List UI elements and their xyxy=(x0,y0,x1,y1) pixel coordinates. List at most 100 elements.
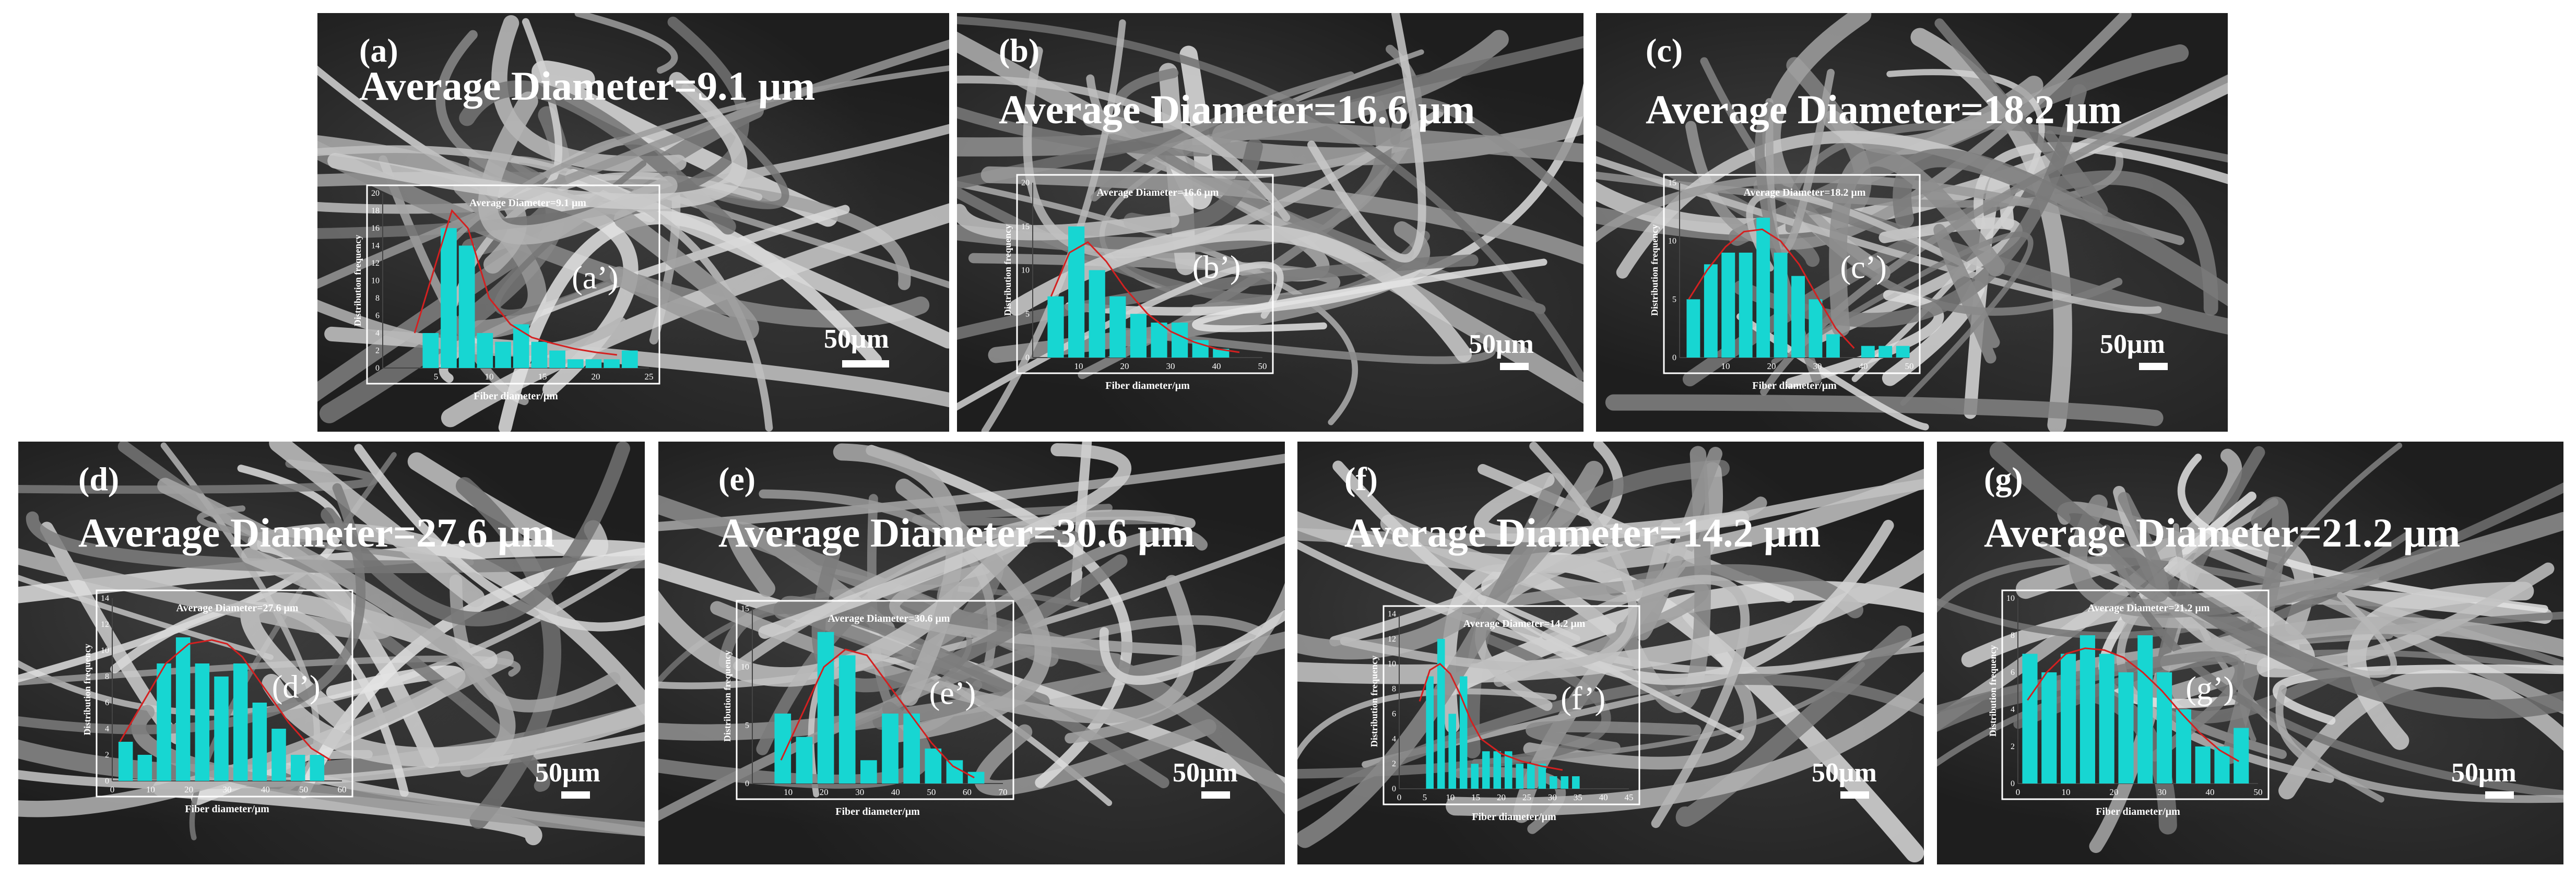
x-tick-label: 10 xyxy=(485,372,494,382)
y-tick-label: 18 xyxy=(371,207,380,216)
fiber-strand xyxy=(478,91,678,245)
histogram-bar xyxy=(925,749,942,784)
fiber-strand xyxy=(2102,525,2563,799)
histogram-bar xyxy=(1721,253,1735,358)
histogram-bar xyxy=(458,245,475,368)
histogram-bar xyxy=(1550,776,1557,789)
x-tick-label: 40 xyxy=(2206,787,2215,797)
gaussian-fit-curve xyxy=(413,209,617,356)
fiber-strand xyxy=(1526,721,1701,754)
panel-title: Average Diameter=16.6 μm xyxy=(999,87,1475,132)
y-tick-label: 2 xyxy=(105,751,109,760)
fiber-strand xyxy=(26,511,645,574)
fiber-strand xyxy=(317,39,949,289)
x-tick-label: 30 xyxy=(223,785,232,794)
y-tick-label: 12 xyxy=(1388,635,1396,644)
panel-title: Average Diameter=18.2 μm xyxy=(1646,87,2122,132)
fiber-strand xyxy=(321,442,631,627)
y-tick-label: 4 xyxy=(2011,705,2015,714)
y-axis-label: Distribution frequency xyxy=(1649,224,1660,316)
inset-frame xyxy=(1382,605,1640,805)
x-tick-label: 20 xyxy=(820,787,829,797)
x-axis-label: Fiber diameter/μm xyxy=(185,803,269,815)
histogram-bar xyxy=(1704,264,1718,358)
fiber-strand xyxy=(2221,496,2289,764)
histogram-bar xyxy=(604,359,620,368)
fiber-strand xyxy=(1989,442,2563,719)
histogram-bar xyxy=(1482,751,1490,789)
x-tick-label: 50 xyxy=(1905,361,1914,371)
gaussian-fit-curve xyxy=(780,648,975,779)
x-tick-label: 20 xyxy=(1497,792,1506,802)
x-tick-label: 40 xyxy=(1859,361,1868,371)
y-axis-label: Distribution frequency xyxy=(1002,224,1013,316)
fiber-strand xyxy=(1297,469,1924,573)
histogram-bar xyxy=(422,333,439,368)
histogram-bar xyxy=(1686,299,1700,358)
histogram-bar xyxy=(1471,764,1479,789)
fiber-strand xyxy=(1008,224,1472,363)
histogram-bar xyxy=(1878,346,1893,358)
x-tick-label: 10 xyxy=(1074,361,1083,371)
y-tick-label: 15 xyxy=(1021,222,1030,231)
fiber-strand xyxy=(1596,151,2124,208)
x-tick-label: 50 xyxy=(927,787,936,797)
y-axis-label: Distribution frequency xyxy=(352,235,363,326)
gaussian-fit-curve xyxy=(2027,647,2239,762)
histogram-bar xyxy=(1459,676,1468,789)
inset-label: (e’) xyxy=(929,676,976,711)
sem-panel-d: (d) Average Diameter=27.6 μm 50μm 0 10 20 30 40… xyxy=(18,442,645,864)
inset-label: (c’) xyxy=(1840,250,1886,286)
panel-title: Average Diameter=14.2 μm xyxy=(1344,510,1821,555)
histogram-bar xyxy=(1861,346,1875,358)
x-tick-label: 20 xyxy=(592,372,600,382)
fiber-strand xyxy=(1829,148,2005,337)
x-tick-label: 10 xyxy=(2062,787,2071,797)
x-tick-label: 40 xyxy=(891,787,900,797)
y-tick-label: 0 xyxy=(745,779,749,788)
x-axis-label: Fiber diameter/μm xyxy=(1472,811,1556,823)
y-tick-label: 10 xyxy=(1388,660,1396,669)
histogram-bar xyxy=(1130,314,1147,358)
fiber-strand xyxy=(2094,492,2169,602)
inset-title: Average Diameter=18.2 μm xyxy=(1744,187,1866,198)
y-tick-label: 10 xyxy=(2006,594,2015,603)
scale-bar xyxy=(1500,363,1529,370)
x-axis-label: Fiber diameter/μm xyxy=(474,390,558,402)
fiber-strand xyxy=(911,528,1208,660)
histogram-bar xyxy=(774,714,791,784)
x-tick-label: 35 xyxy=(1574,792,1582,802)
fiber-strand xyxy=(1474,472,1749,543)
histogram-bar xyxy=(1426,676,1434,789)
x-tick-label: 30 xyxy=(1548,792,1557,802)
x-axis-label: Fiber diameter/μm xyxy=(835,806,920,817)
diameter-histogram: 10 20 30 40 50 0 5 10 15 Fiber diameter/μm Distrib… xyxy=(1649,174,1921,391)
diameter-histogram: 0 10 20 30 40 50 60 0 2 4 6 8 10 12 14 Fiber diameter/μ… xyxy=(82,589,353,815)
histogram-bar xyxy=(946,760,963,784)
y-axis-label: Distribution frequency xyxy=(82,644,92,735)
fiber-strand xyxy=(18,483,366,734)
inset-frame xyxy=(736,600,1014,800)
histogram-bar xyxy=(882,714,899,784)
gaussian-fit-curve xyxy=(1688,228,1855,349)
x-tick-label: 15 xyxy=(538,372,547,382)
fiber-strand xyxy=(609,209,759,341)
panel-title: Average Diameter=9.1 μm xyxy=(359,63,816,109)
sem-panel-a: (a) Average Diameter=9.1 μm 50μm 5 10 15 20 25 0… xyxy=(317,13,949,432)
diameter-histogram: 5 10 15 20 25 0 2 4 6 8 10 12 14 16 18 20 Fiber diameter… xyxy=(352,184,660,402)
fiber-strand xyxy=(1307,13,1426,263)
fiber-strand xyxy=(1340,442,1637,671)
y-tick-label: 10 xyxy=(101,646,109,655)
sem-fiber-texture xyxy=(957,13,1584,432)
x-tick-label: 25 xyxy=(645,372,654,382)
histogram-bar xyxy=(233,663,248,781)
fiber-strand xyxy=(1753,178,2228,335)
panel-label: (b) xyxy=(999,32,1040,69)
inset-title: Average Diameter=27.6 μm xyxy=(176,602,299,614)
fiber-strand xyxy=(1192,258,1547,333)
histogram-bar xyxy=(2118,672,2134,784)
histogram-bar xyxy=(967,772,985,784)
histogram-bar xyxy=(2041,672,2057,784)
y-tick-label: 2 xyxy=(1392,760,1396,768)
x-tick-label: 20 xyxy=(184,785,193,794)
